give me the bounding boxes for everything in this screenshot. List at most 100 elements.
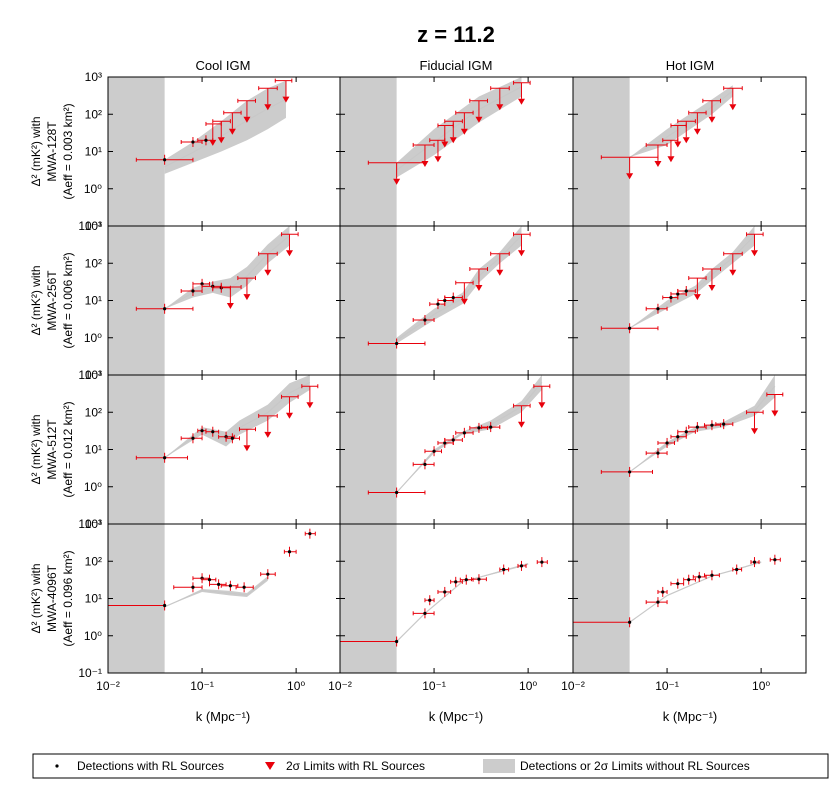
detection-marker xyxy=(428,598,432,602)
detection-marker xyxy=(163,307,167,311)
detection-marker xyxy=(191,585,195,589)
y-label-aeff: (Aeff = 0.006 km²) xyxy=(61,252,75,348)
model-line xyxy=(396,382,543,493)
panel-r3-c0 xyxy=(107,523,342,674)
y-tick-label: 10³ xyxy=(85,219,102,233)
detection-marker xyxy=(735,567,739,572)
detection-marker xyxy=(656,600,660,604)
detection-marker xyxy=(191,289,195,293)
y-axis-label-MWA-4096T: Δ² (mK²) with MWA-4096T (Aeff = 0.096 km²) xyxy=(29,550,75,646)
y-tick-label: 10⁻¹ xyxy=(78,666,102,680)
detection-marker xyxy=(687,578,691,582)
limit-marker xyxy=(460,128,468,135)
limit-marker xyxy=(517,98,525,105)
detection-marker xyxy=(163,158,167,162)
limit-marker xyxy=(449,137,457,144)
limit-marker xyxy=(226,303,234,310)
panel-content xyxy=(108,375,319,524)
limit-marker xyxy=(282,96,290,103)
limit-marker xyxy=(243,445,251,452)
panel-content xyxy=(340,524,548,673)
legend-shaded-marker xyxy=(483,759,515,773)
detection-marker xyxy=(628,326,632,330)
detection-marker xyxy=(628,620,632,624)
y-label-quantity: Δ² (mK²) with xyxy=(29,414,43,484)
detection-marker xyxy=(207,578,212,582)
legend-detection-marker xyxy=(55,764,59,768)
detection-marker xyxy=(200,429,204,433)
limit-marker xyxy=(475,285,483,292)
shaded-low-k-band xyxy=(573,226,630,375)
detection-marker xyxy=(462,431,466,435)
y-tick-label: 10⁻¹ xyxy=(78,368,102,382)
panel-content xyxy=(108,524,316,673)
y-label-array: MWA-4096T xyxy=(45,564,59,632)
shaded-region xyxy=(164,375,310,458)
detection-marker xyxy=(710,423,714,427)
detection-marker xyxy=(200,282,204,286)
col-header-cool: Cool IGM xyxy=(196,58,251,73)
panels xyxy=(107,76,807,674)
detection-marker xyxy=(540,560,544,564)
y-tick-label: 10⁰ xyxy=(84,629,102,643)
limit-marker xyxy=(243,116,251,123)
legend-limit-marker xyxy=(265,762,275,770)
shaded-low-k-band xyxy=(340,226,397,375)
limit-marker xyxy=(441,141,449,148)
detection-marker xyxy=(423,318,427,322)
detection-marker xyxy=(228,584,232,588)
y-tick-label: 10¹ xyxy=(85,592,102,606)
detection-marker xyxy=(443,590,447,594)
legend: Detections with RL Sources 2σ Limits wit… xyxy=(32,753,829,779)
limit-marker xyxy=(708,285,716,292)
y-label-quantity: Δ² (mK²) with xyxy=(29,265,43,335)
x-tick-label: 10⁻¹ xyxy=(190,679,214,693)
panel-frame xyxy=(572,523,807,674)
limit-marker xyxy=(496,104,504,111)
limit-marker xyxy=(750,428,758,435)
detection-marker xyxy=(684,430,688,434)
detection-marker xyxy=(395,341,399,346)
panel-content xyxy=(340,226,531,375)
detection-marker xyxy=(477,577,481,581)
detection-marker xyxy=(669,295,673,300)
y-axis-label-MWA-256T: Δ² (mK²) with MWA-256T (Aeff = 0.006 km²) xyxy=(29,252,75,348)
detection-marker xyxy=(489,425,493,429)
limit-marker xyxy=(285,412,293,419)
detection-marker xyxy=(443,298,447,303)
y-label-array: MWA-512T xyxy=(45,419,59,480)
panel-r3-c1 xyxy=(339,523,574,674)
detection-marker xyxy=(423,462,427,466)
limit-marker xyxy=(228,128,236,135)
y-label-quantity: Δ² (mK²) with xyxy=(29,116,43,186)
y-tick-label: 10⁰ xyxy=(84,182,102,196)
limit-marker xyxy=(708,116,716,123)
detection-marker xyxy=(432,449,436,453)
x-tick-label: 10⁻¹ xyxy=(655,679,679,693)
y-tick-label: 10³ xyxy=(85,517,102,531)
detection-marker xyxy=(697,575,701,579)
panel-content xyxy=(340,77,531,226)
limit-marker xyxy=(693,128,701,135)
y-label-array: MWA-128T xyxy=(45,121,59,182)
y-tick-label: 10² xyxy=(85,107,102,121)
x-axis-labels: k (Mpc⁻¹) k (Mpc⁻¹) k (Mpc⁻¹) xyxy=(196,709,718,724)
shaded-low-k-band xyxy=(573,375,630,524)
detection-marker xyxy=(502,567,506,572)
shaded-low-k-band xyxy=(108,226,165,375)
y-tick-label: 10¹ xyxy=(85,443,102,457)
panel-r2-c2 xyxy=(572,374,807,525)
y-tick-label: 10¹ xyxy=(85,294,102,308)
detection-marker xyxy=(436,302,440,306)
limit-marker xyxy=(264,431,272,438)
figure-title: z = 11.2 xyxy=(417,22,495,47)
limit-marker xyxy=(674,141,682,148)
detection-marker xyxy=(266,572,270,576)
limit-marker xyxy=(264,269,272,276)
x-axis-label-2: k (Mpc⁻¹) xyxy=(429,709,484,724)
limit-marker xyxy=(421,160,429,167)
panel-r0-c1 xyxy=(339,76,574,227)
limit-marker xyxy=(243,294,251,301)
panel-content xyxy=(340,375,551,524)
